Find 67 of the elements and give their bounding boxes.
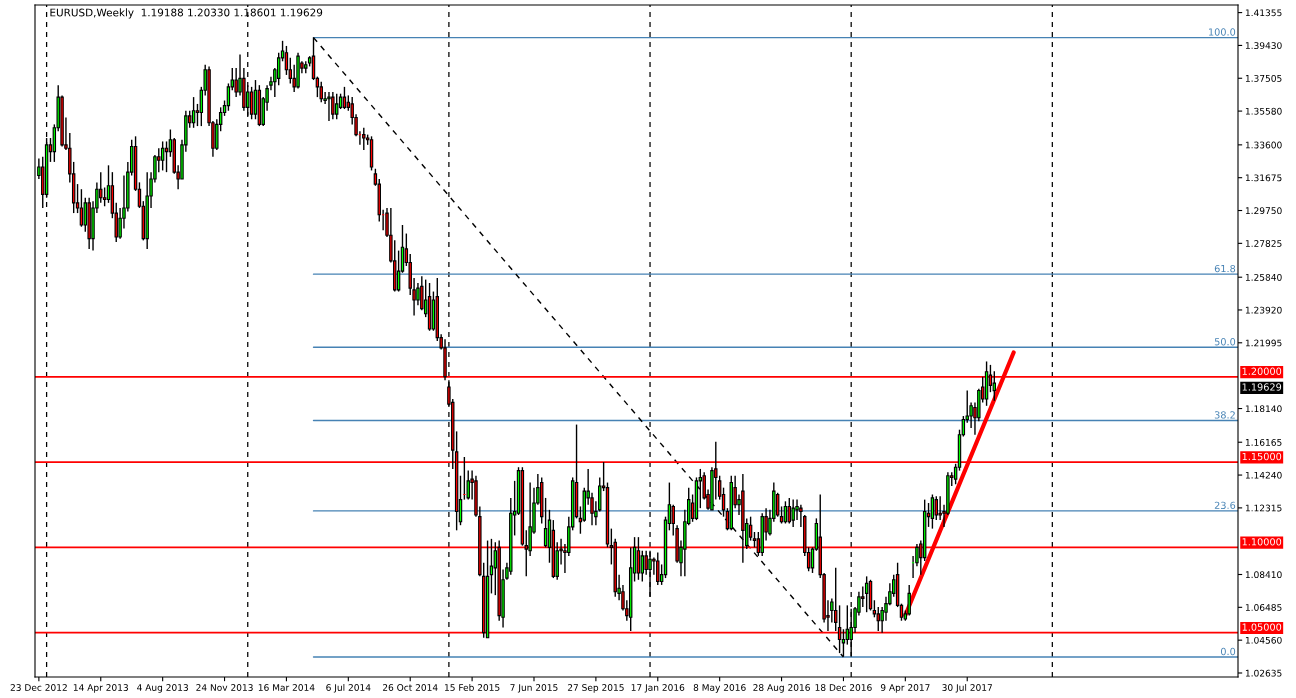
text: 1.19629 <box>1242 383 1282 391</box>
candlestick <box>934 495 938 521</box>
candlestick <box>775 492 780 518</box>
candlestick <box>102 186 107 207</box>
candlestick <box>327 91 331 122</box>
ref-line-label: 1.20000 <box>1242 367 1282 375</box>
candlestick <box>640 550 645 583</box>
y-tick-label: 1.02635 <box>1245 669 1282 677</box>
candlestick <box>362 127 366 151</box>
y-tick-label: 1.41355 <box>1245 9 1282 17</box>
y-tick-label: 1.31675 <box>1245 174 1282 182</box>
ref-line-label: 1.05000 <box>1242 623 1282 631</box>
candlestick <box>489 538 494 595</box>
x-tick-label: 15 Feb 2015 <box>445 683 500 691</box>
x-tick-label: 7 Jun 2015 <box>510 684 558 693</box>
y-tick-label: 1.35580 <box>1245 107 1282 115</box>
candlestick <box>396 249 401 293</box>
x-tick-label: 27 Sep 2015 <box>567 684 624 693</box>
x-tick-label: 4 Aug 2013 <box>137 684 188 693</box>
candlestick <box>226 82 231 112</box>
candlestick <box>907 584 911 617</box>
y-tick-label: 1.37505 <box>1245 74 1282 82</box>
candlestick <box>331 91 335 120</box>
candlestick <box>930 493 935 530</box>
y-tick-label: 1.25840 <box>1245 273 1282 281</box>
y-tick-label: 1.12315 <box>1245 504 1282 512</box>
x-tick-label: 28 Aug 2016 <box>753 684 810 693</box>
candlestick <box>849 608 853 658</box>
series-label: 61.8 <box>1214 264 1236 273</box>
series-label: 0.0 <box>1220 647 1236 656</box>
candlestick <box>234 67 238 98</box>
chart-title: EURUSD,Weekly 1.19188 1.20330 1.18601 1.19629 <box>50 8 323 19</box>
x-tick-label: 24 Nov 2013 <box>196 684 253 691</box>
series-label: 38.2 <box>1214 411 1235 419</box>
y-tick-label: 1.06485 <box>1245 604 1282 611</box>
x-tick-label: 17 Jan 2016 <box>631 684 685 693</box>
x-tick-label: 18 Dec 2016 <box>815 684 872 691</box>
candlestick <box>79 188 84 228</box>
y-tick-label: 1.18140 <box>1245 405 1282 413</box>
x-tick-label: 14 Apr 2013 <box>73 684 128 693</box>
x-tick-label: 16 Mar 2014 <box>258 684 315 691</box>
series-label: 50.0 <box>1214 338 1236 346</box>
ref-line-label: 1.15000 <box>1242 452 1282 461</box>
candlestick <box>319 81 323 103</box>
series-label: 100.0 <box>1209 28 1236 36</box>
y-tick-label: 1.39430 <box>1245 42 1282 49</box>
y-tick-label: 1.23920 <box>1245 306 1282 314</box>
y-tick-label: 1.04560 <box>1245 636 1282 644</box>
candlestick <box>335 92 339 120</box>
y-tick-label: 1.21995 <box>1245 339 1282 347</box>
x-tick-label: 23 Dec 2012 <box>10 684 67 691</box>
y-tick-label: 1.33600 <box>1245 141 1282 149</box>
candlestick <box>656 551 660 586</box>
x-tick-label: 26 Oct 2014 <box>382 684 438 691</box>
y-tick-label: 1.27825 <box>1245 240 1282 247</box>
candlestick <box>791 498 795 528</box>
x-tick-label: 8 May 2016 <box>693 684 746 693</box>
candlestick <box>787 497 792 525</box>
y-tick-label: 1.14240 <box>1245 471 1282 479</box>
series-label: 23.6 <box>1214 501 1236 509</box>
y-tick-label: 1.08410 <box>1245 571 1282 579</box>
x-tick-label: 30 Jul 2017 <box>942 683 992 693</box>
x-tick-label: 9 Apr 2017 <box>880 684 930 693</box>
y-tick-label: 1.29750 <box>1245 207 1282 215</box>
ref-line-label: 1.10000 <box>1242 538 1282 546</box>
x-tick-label: 6 Jul 2014 <box>326 683 371 693</box>
y-tick-label: 1.16165 <box>1245 438 1282 446</box>
